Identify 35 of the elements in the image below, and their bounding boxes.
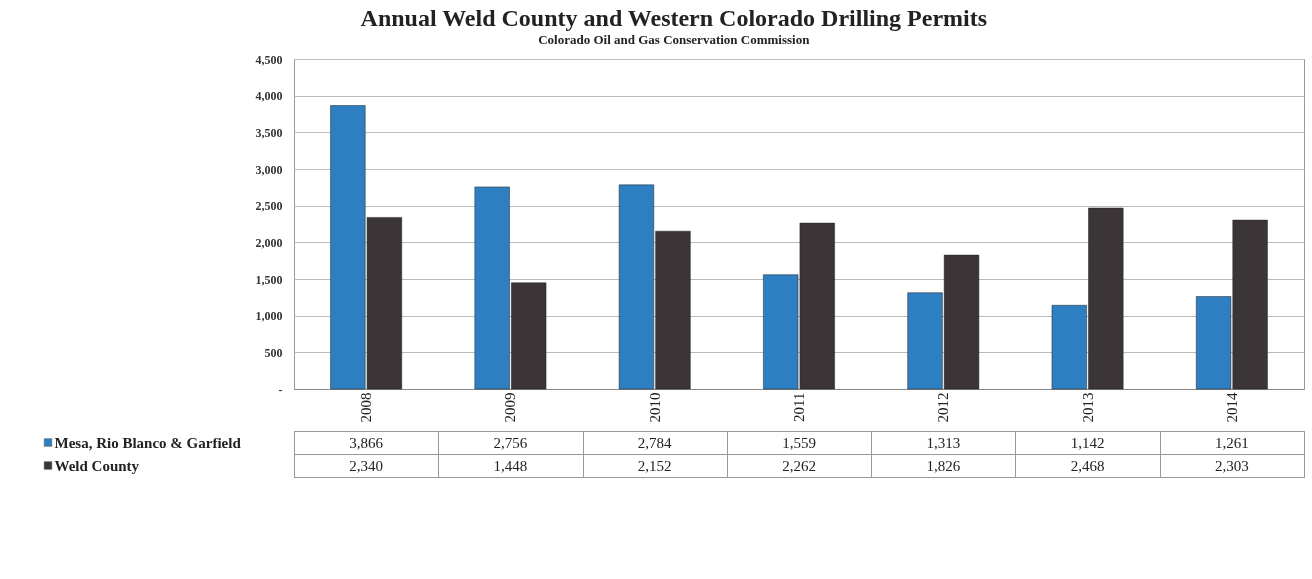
data-label: 3,866 bbox=[349, 434, 384, 451]
y-tick-label: 4,000 bbox=[255, 89, 283, 104]
x-tick-label: 2013 bbox=[1079, 392, 1096, 423]
y-tick-label: 3,000 bbox=[255, 162, 283, 177]
x-tick-label: 2009 bbox=[502, 392, 519, 423]
x-tick-label: 2012 bbox=[935, 392, 952, 423]
data-label: 1,559 bbox=[782, 434, 816, 451]
x-tick-label: 2014 bbox=[1223, 392, 1240, 423]
y-tick-label: 2,500 bbox=[255, 199, 283, 214]
data-label: 2,468 bbox=[1070, 457, 1105, 474]
data-label: 1,448 bbox=[493, 457, 528, 474]
y-tick-label: 3,500 bbox=[255, 125, 283, 140]
y-tick-label: 1,500 bbox=[255, 272, 283, 287]
y-tick-label: 4,500 bbox=[255, 52, 283, 67]
y-tick-label: - bbox=[278, 382, 283, 397]
x-tick-label: 2008 bbox=[358, 392, 375, 423]
y-tick-label: 1,000 bbox=[255, 309, 283, 324]
legend-label: Mesa, Rio Blanco & Garfield bbox=[54, 435, 242, 451]
x-tick-label: 2011 bbox=[791, 392, 807, 422]
chart-subtitle: Colorado Oil and Gas Conservation Commission bbox=[538, 31, 811, 47]
data-label: 2,152 bbox=[637, 457, 672, 474]
y-tick-label: 2,000 bbox=[255, 235, 283, 250]
y-tick-label: 500 bbox=[264, 345, 283, 360]
data-label: 2,262 bbox=[782, 457, 816, 474]
data-label: 1,313 bbox=[926, 434, 961, 451]
legend-label: Weld County bbox=[54, 458, 140, 474]
x-tick-label: 2010 bbox=[646, 392, 663, 423]
data-label: 1,142 bbox=[1070, 434, 1105, 451]
chart-title: Annual Weld County and Western Colorado Drilling Permits bbox=[360, 4, 988, 31]
data-label: 2,303 bbox=[1214, 457, 1249, 474]
data-label: 2,340 bbox=[349, 457, 384, 474]
data-label: 2,784 bbox=[637, 434, 673, 451]
data-label: 1,261 bbox=[1214, 434, 1249, 451]
data-label: 1,826 bbox=[926, 457, 961, 474]
data-label: 2,756 bbox=[493, 434, 528, 451]
